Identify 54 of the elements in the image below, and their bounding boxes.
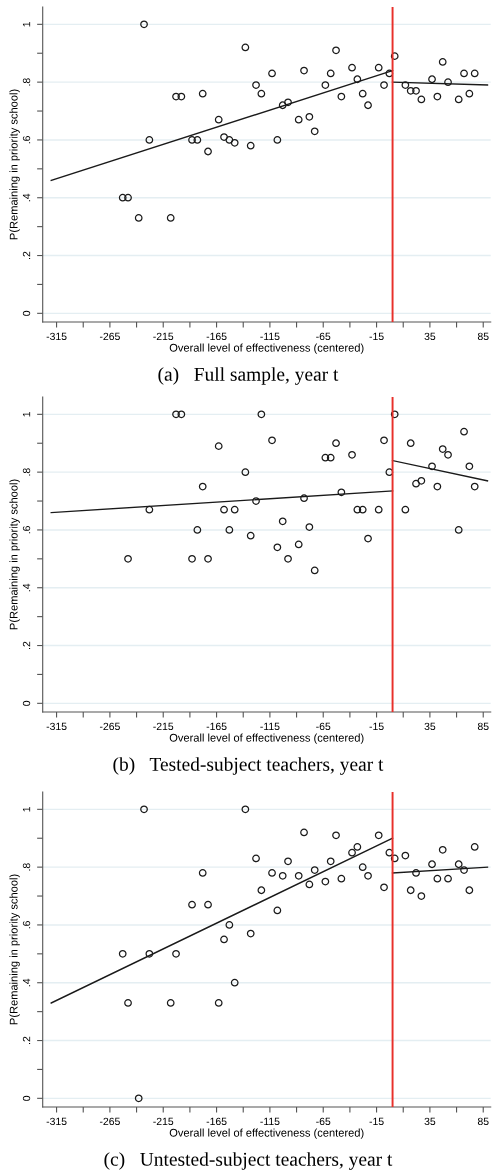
x-tick-label: 85 xyxy=(477,1117,489,1126)
x-axis-title: Overall level of effectiveness (centered) xyxy=(169,343,364,354)
x-tick-label: -15 xyxy=(369,332,384,341)
x-tick-label: -115 xyxy=(260,1117,280,1126)
x-tick-label: 35 xyxy=(424,332,436,341)
x-tick-label: -215 xyxy=(153,1117,174,1126)
x-tick-label: 85 xyxy=(477,722,489,731)
x-tick-label: 35 xyxy=(424,722,436,731)
y-tick-label: 0 xyxy=(22,700,31,706)
text: (b) Tested-subject teachers, year t xyxy=(113,757,384,775)
y-tick-label: .6 xyxy=(22,136,31,144)
text: (a) Full sample, year t xyxy=(158,367,339,385)
y-tick-label: 1 xyxy=(22,21,31,27)
y-axis-title: P(Remaining in priority school) xyxy=(9,89,20,240)
x-tick-label: -115 xyxy=(260,332,280,341)
y-tick-label: .2 xyxy=(22,641,31,649)
y-tick-label: 0 xyxy=(22,310,31,316)
y-tick-label: .6 xyxy=(22,526,31,534)
y-tick-label: .4 xyxy=(22,193,31,202)
y-tick-label: .4 xyxy=(22,978,31,987)
y-tick-label: 1 xyxy=(22,806,31,812)
y-tick-label: .2 xyxy=(22,251,31,259)
y-tick-label: .4 xyxy=(22,583,31,592)
y-tick-label: .8 xyxy=(22,468,31,476)
y-tick-label: .8 xyxy=(22,78,31,86)
x-tick-label: -265 xyxy=(99,722,120,731)
x-tick-label: -315 xyxy=(46,332,67,341)
x-tick-label: -215 xyxy=(153,332,174,341)
x-tick-label: -315 xyxy=(46,1117,67,1126)
x-axis-title: Overall level of effectiveness (centered) xyxy=(169,1128,364,1139)
x-tick-label: -165 xyxy=(206,1117,227,1126)
y-tick-label: .6 xyxy=(22,921,31,929)
y-tick-label: .2 xyxy=(22,1036,31,1044)
x-tick-label: -215 xyxy=(153,722,174,731)
x-tick-label: -15 xyxy=(369,722,384,731)
y-tick-label: 1 xyxy=(22,411,31,417)
text: (c) Untested-subject teachers, year t xyxy=(104,1152,393,1170)
x-tick-label: 85 xyxy=(477,332,489,341)
x-tick-label: -65 xyxy=(316,332,331,341)
x-tick-label: -315 xyxy=(46,722,67,731)
x-tick-label: -115 xyxy=(260,722,280,731)
x-tick-label: -165 xyxy=(206,332,227,341)
x-axis-title: Overall level of effectiveness (centered) xyxy=(169,733,364,744)
y-tick-label: 0 xyxy=(22,1095,31,1101)
y-tick-label: .8 xyxy=(22,863,31,871)
y-axis-title: P(Remaining in priority school) xyxy=(9,874,20,1025)
x-tick-label: -265 xyxy=(99,1117,120,1126)
y-axis-title: P(Remaining in priority school) xyxy=(9,479,20,630)
x-tick-label: 35 xyxy=(424,1117,436,1126)
x-tick-label: -65 xyxy=(316,1117,331,1126)
x-tick-label: -15 xyxy=(369,1117,384,1126)
x-tick-label: -165 xyxy=(206,722,227,731)
x-tick-label: -265 xyxy=(99,332,120,341)
x-tick-label: -65 xyxy=(316,722,331,731)
